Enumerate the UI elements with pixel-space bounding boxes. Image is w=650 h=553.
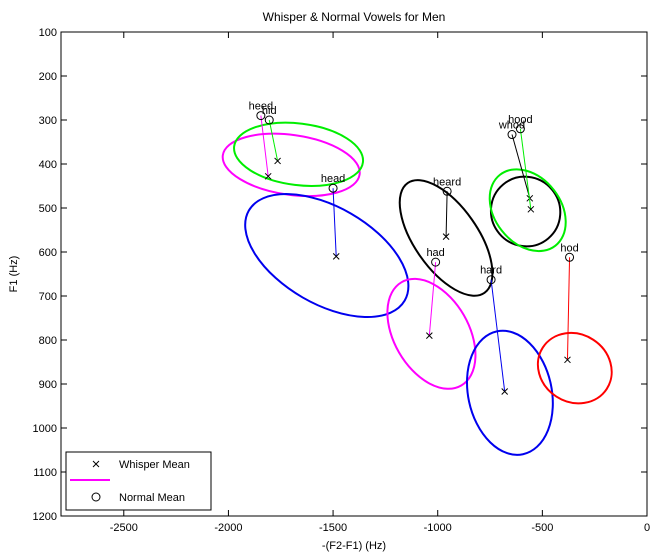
legend-x-marker [92,460,100,468]
y-tick-label: 700 [39,291,57,303]
vowel-label-hod: hod [560,242,578,254]
x-tick-label: -2500 [110,522,138,534]
whisper-mark-stroke [274,157,281,165]
whisper-mark-stroke [425,332,433,339]
ellipse-hood [488,168,567,253]
whisper-mean-marker-heed [264,172,272,180]
connector-hood [519,128,532,210]
connector-head [332,188,337,257]
x-tick-label: -500 [531,522,553,534]
legend-label: Whisper Mean [119,459,190,471]
y-tick-label: 400 [39,159,57,171]
whisper-mark-stroke [501,388,509,395]
connector-hod [566,257,571,360]
x-tick-label: -2000 [214,522,242,534]
ellipse-hid [233,121,365,187]
ellipse-head [244,193,410,319]
axis-ticks: -2500 -2000 -1500 -1000 -500 0 100 200 300 400 500… [33,27,650,534]
x-axis-label: -(F2-F1) (Hz) [322,540,386,552]
connector-hard [490,279,506,392]
y-tick-label: 800 [39,335,57,347]
y-tick-label: 500 [39,203,57,215]
whisper-mean-marker-hod [564,356,571,364]
vowel-label-heed: heed [249,101,273,113]
x-tick-label: -1000 [424,522,452,534]
normal-mean-marker-hid [264,115,274,125]
connector-whod [511,134,531,199]
y-tick-label: 100 [39,27,57,39]
normal-mean-marker-whod [507,130,517,140]
normal-mean-marker-hod [565,252,575,262]
chart-title: Whisper & Normal Vowels for Men [263,10,446,24]
vowel-label-hard: hard [480,265,502,277]
whisper-mark-stroke [564,356,571,364]
normal-mean-marker-heard [442,186,452,196]
y-tick-label: 300 [39,115,57,127]
legend: Whisper Mean Normal Mean [65,451,212,511]
whisper-mark-stroke [442,233,450,240]
vowel-label-whod: whod [498,120,525,132]
plot-frame [60,31,648,517]
legend-label: Normal Mean [119,492,185,504]
whisper-mean-marker-hood [527,205,535,213]
vowel-label-head: head [321,173,345,185]
normal-mean-marker-hood [515,124,525,134]
whisper-mean-marker-hid [274,157,281,165]
whisper-mean-marker-heard [442,233,450,240]
connector-heed [260,115,269,177]
vowel-label-had: had [426,247,444,259]
y-tick-label: 1000 [33,423,57,435]
whisper-mark-stroke [264,172,272,180]
vowel-label-heard: heard [433,176,461,188]
ellipse-hod [536,331,613,405]
ellipse-heard [398,179,494,297]
x-tick-label: 0 [644,522,650,534]
x-tick-label: -1500 [319,522,347,534]
normal-mean-marker-had [431,257,441,267]
y-tick-label: 900 [39,379,57,391]
legend-o-marker [91,492,101,502]
normal-mean-marker-head [328,183,338,193]
ellipse-had [386,277,477,390]
y-axis-label: F1 (Hz) [8,256,20,293]
y-tick-label: 1100 [33,467,57,479]
normal-mean-marker-heed [256,111,266,121]
ellipse-whod [489,175,562,248]
y-tick-label: 600 [39,247,57,259]
ellipse-hard [465,329,554,456]
whisper-mark-stroke [527,205,535,213]
y-tick-label: 200 [39,71,57,83]
whisper-mark-stroke [332,253,340,260]
vowel-label-hid: hid [262,105,277,117]
normal-mean-marker-hard [486,275,496,285]
ellipse-heed [221,132,361,198]
connector-hid [268,119,279,162]
connector-heard [445,191,448,237]
whisper-mean-marker-hard [501,388,509,395]
whisper-mean-marker-head [332,253,340,260]
y-tick-label: 1200 [33,511,57,523]
vowel-label-hood: hood [508,114,532,126]
whisper-mean-marker-had [425,332,433,339]
connector-had [428,262,437,336]
